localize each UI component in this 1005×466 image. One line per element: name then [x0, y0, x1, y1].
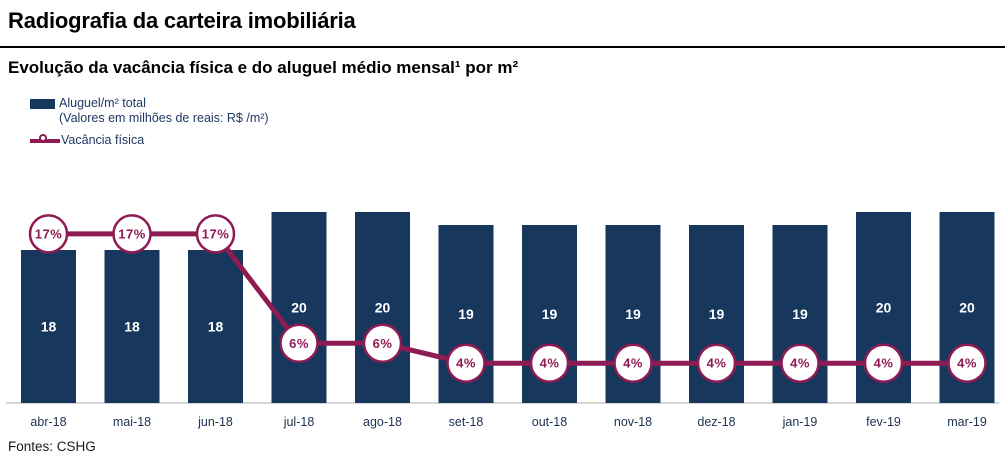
vacancy-point-label: 17%	[35, 226, 63, 241]
legend-label-vacancia: Vacância física	[61, 133, 145, 147]
legend-sublabel-aluguel: (Valores em milhões de reais: R$ /m²)	[59, 111, 269, 125]
combo-chart-svg: 18 abr-18 18 mai-18 18 jun-18 20 jul-18 20 ago-18…	[6, 212, 999, 429]
bar-value-label: 20	[375, 300, 391, 316]
vacancy-point-label: 17%	[118, 226, 146, 241]
chart-legend: Aluguel/m² total (Valores em milhões de …	[30, 96, 269, 148]
vacancy-point-jul-18	[279, 323, 319, 364]
bar-series-swatch	[30, 99, 55, 109]
vacancy-point-mai-18	[112, 214, 152, 254]
x-axis-label: jan-19	[782, 415, 818, 429]
bar-value-label: 20	[876, 300, 892, 316]
vacancy-point-mar-19	[947, 343, 987, 383]
vacancy-line	[48, 231, 967, 366]
vacancy-point-label: 17%	[202, 226, 230, 241]
chart-title: Evolução da vacância física e do aluguel…	[8, 58, 519, 77]
x-axis-label: ago-18	[363, 415, 402, 429]
vacancy-point-abr-18	[28, 214, 69, 254]
legend-item-aluguel: Aluguel/m² total (Valores em milhões de …	[30, 96, 269, 126]
bar-value-label: 18	[124, 319, 140, 335]
vacancy-point-label: 4%	[456, 356, 476, 371]
line-marker-circle	[39, 134, 47, 142]
vacancy-point-label: 6%	[289, 336, 309, 351]
x-axis-label: jul-18	[283, 415, 315, 429]
vacancy-point-jan-19	[780, 343, 820, 383]
x-axis-label: mar-19	[947, 415, 987, 429]
bar-value-label: 20	[959, 300, 975, 316]
vacancy-point-dez-18	[696, 343, 737, 383]
vacancy-point-set-18	[446, 343, 486, 383]
x-axis-label: mai-18	[113, 415, 151, 429]
vacancy-point-nov-18	[613, 343, 653, 383]
vacancy-point-label: 4%	[790, 356, 810, 371]
bar-value-label: 18	[208, 319, 224, 335]
vacancy-point-label: 4%	[540, 356, 560, 371]
legend-label-aluguel: Aluguel/m² total	[59, 96, 146, 110]
bar-value-label: 19	[458, 306, 474, 322]
x-axis-label: jun-18	[197, 415, 233, 429]
x-axis-label: abr-18	[30, 415, 66, 429]
bar-value-label: 19	[792, 306, 808, 322]
combo-chart: 18 abr-18 18 mai-18 18 jun-18 20 jul-18 20 ago-18…	[0, 203, 1005, 440]
bar-abr-18	[21, 250, 76, 403]
x-axis-label: fev-19	[866, 415, 901, 429]
legend-item-vacancia: Vacância física	[30, 133, 269, 148]
x-axis-label: out-18	[532, 415, 567, 429]
vacancy-point-label: 4%	[874, 356, 894, 371]
bar-value-label: 19	[709, 306, 725, 322]
bar-ago-18	[355, 212, 410, 403]
source-note: Fontes: CSHG	[8, 439, 96, 454]
vacancy-point-label: 4%	[707, 356, 727, 371]
vacancy-point-out-18	[529, 343, 570, 383]
bar-value-label: 19	[625, 306, 641, 322]
vacancy-point-label: 4%	[957, 356, 977, 371]
bar-value-label: 19	[542, 306, 558, 322]
bar-mai-18	[104, 250, 160, 403]
vacancy-point-label: 6%	[373, 336, 393, 351]
x-axis-label: nov-18	[614, 415, 652, 429]
bar-value-label: 18	[41, 319, 57, 335]
line-series-marker-icon	[30, 133, 60, 148]
bar-jul-18	[271, 212, 327, 403]
vacancy-point-fev-19	[863, 343, 904, 383]
vacancy-point-label: 4%	[623, 356, 643, 371]
x-axis-label: dez-18	[697, 415, 735, 429]
bar-value-label: 20	[291, 300, 307, 316]
x-axis-label: set-18	[449, 415, 484, 429]
vacancy-point-jun-18	[195, 214, 236, 254]
title-divider	[0, 46, 1005, 48]
vacancy-point-ago-18	[362, 323, 403, 364]
page-title: Radiografia da carteira imobiliária	[8, 8, 356, 33]
bar-jun-18	[188, 250, 243, 403]
